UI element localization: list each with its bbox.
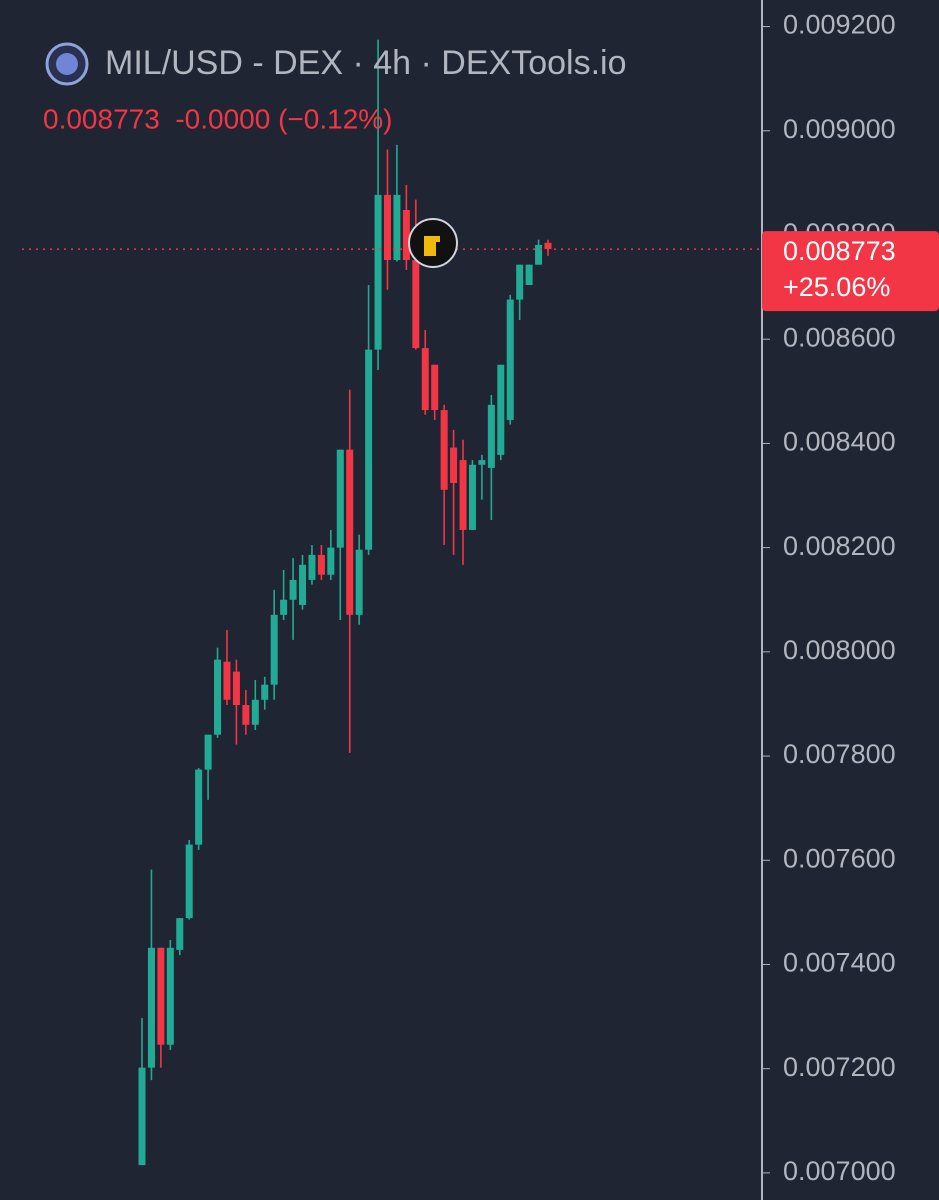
y-tick-label: 0.007800: [783, 739, 896, 769]
candle-body: [251, 699, 259, 725]
candles: [22, 39, 762, 1166]
candle-body: [185, 844, 193, 919]
candle-body: [223, 661, 231, 700]
candle-body: [346, 449, 354, 615]
candle-body: [535, 244, 543, 265]
event-marker: [408, 218, 458, 268]
candle-body: [506, 299, 514, 420]
candle-body: [261, 684, 269, 700]
chart-title: MIL/USD - DEX · 4h · DEXTools.io: [105, 44, 626, 82]
y-tick-label: 0.008200: [783, 531, 896, 561]
y-tick-label: 0.009000: [783, 114, 896, 144]
candle-body: [147, 947, 155, 1068]
candle-body: [412, 260, 420, 349]
candle-body: [157, 947, 165, 1045]
price-label: 0.008773: [783, 236, 896, 266]
candle-body: [478, 460, 486, 465]
candle-body: [280, 599, 288, 615]
candle-body: [242, 704, 250, 725]
candle-body: [516, 264, 524, 300]
candle-body: [402, 209, 410, 261]
candle-body: [195, 769, 203, 845]
candle-body: [459, 460, 467, 530]
price-tag: 0.008773 +25.06%: [762, 231, 939, 312]
candle-body: [544, 242, 552, 250]
candle-body: [176, 918, 184, 950]
y-tick-label: 0.008400: [783, 427, 896, 457]
candle-body: [468, 464, 476, 530]
y-tick-label: 0.008600: [783, 322, 896, 352]
candle-body: [289, 579, 297, 600]
candle-body: [393, 194, 401, 261]
candle-body: [308, 554, 316, 580]
candle-body: [270, 614, 278, 685]
candle-body: [487, 404, 495, 468]
candle-body: [365, 349, 373, 550]
candle-body: [214, 659, 222, 735]
y-tick-label: 0.007400: [783, 948, 896, 978]
candle-body: [431, 364, 439, 411]
y-tick-label: 0.007000: [783, 1156, 896, 1186]
candle-body: [525, 264, 533, 286]
ohlc-summary: 0.008773 -0.0000 (−0.12%): [43, 103, 392, 134]
logo: [45, 42, 89, 86]
candle-body: [327, 547, 335, 575]
change-label: +25.06%: [783, 272, 890, 302]
candle-body: [374, 194, 382, 350]
candle-body: [232, 671, 240, 705]
candle-body: [421, 348, 429, 411]
y-tick-label: 0.008000: [783, 635, 896, 665]
candle-body: [450, 447, 458, 484]
candle-body: [317, 554, 325, 575]
price-tag-box: [762, 231, 939, 312]
candle-body: [336, 449, 344, 548]
candle-body: [383, 194, 391, 261]
y-tick-label: 0.007200: [783, 1052, 896, 1082]
y-tick-label: 0.009200: [783, 10, 896, 40]
candle-body: [166, 947, 174, 1045]
candle-body: [355, 549, 363, 615]
candle-body: [138, 1067, 146, 1166]
candle-body: [204, 734, 212, 770]
candle-body: [497, 364, 505, 455]
candle-body: [440, 410, 448, 490]
candle-body: [299, 564, 307, 605]
y-tick-label: 0.007600: [783, 843, 896, 873]
